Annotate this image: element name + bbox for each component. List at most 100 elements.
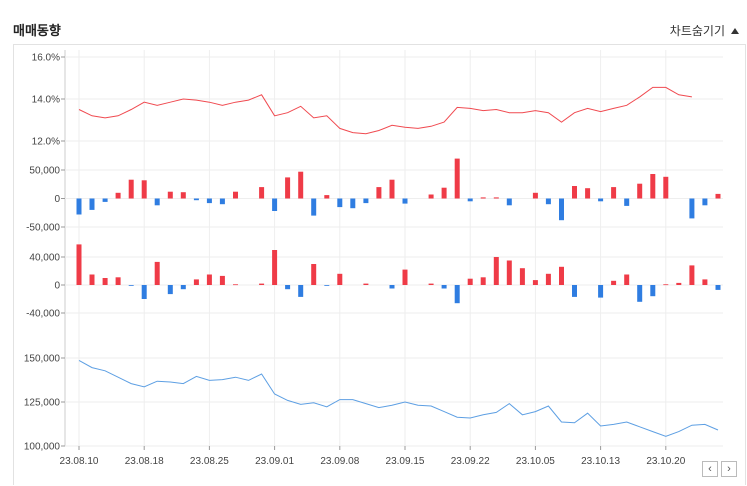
bar [180,192,186,199]
bar [219,198,225,205]
bar [389,179,395,199]
bar [428,283,434,285]
bar [193,279,199,285]
bar [206,274,212,285]
bar [128,285,134,286]
bar [233,284,238,286]
bar [167,285,173,295]
bar [611,187,617,199]
bar [506,198,512,206]
bar [532,192,538,199]
bar [493,257,499,285]
bar [193,198,199,201]
bar [637,285,643,302]
bar [676,282,682,285]
bar [337,273,343,285]
hide-chart-toggle[interactable]: 차트숨기기 [670,22,739,39]
x-tick-label: 23.10.20 [646,456,685,467]
chart-frame [13,44,746,485]
bar [428,194,434,199]
bar [572,285,577,297]
x-tick-label: 23.10.05 [516,456,555,467]
bar [585,188,591,199]
bar [298,171,304,199]
bar [206,198,212,204]
bar [441,285,447,289]
bar [689,198,695,219]
bar [141,180,147,199]
series-line-volume [78,359,719,437]
bar [272,250,278,285]
x-tick-label: 23.09.01 [255,456,294,467]
bar [650,174,656,199]
bar [532,280,538,285]
bar [154,198,160,206]
bar [102,278,108,285]
bar [637,183,643,199]
bar [702,279,708,285]
y-tick-label: 16.0% [32,53,60,64]
bar [285,177,291,199]
bar [167,191,173,199]
bar [363,283,369,285]
bar [389,285,395,289]
bar [154,261,160,285]
bar [506,260,512,285]
bar [663,176,669,199]
x-tick-label: 23.09.22 [451,456,490,467]
bar [467,278,473,285]
bar [311,198,317,216]
bar [689,265,695,285]
bar [337,198,343,208]
bar [76,244,82,285]
bar [180,285,186,290]
bar [115,277,121,285]
y-tick-label: -50,000 [26,223,60,234]
bar [298,285,304,297]
triangle-up-icon [731,27,739,34]
bar [702,198,708,206]
y-tick-label: 50,000 [29,166,60,177]
bar [545,198,551,205]
bar [454,285,460,304]
bar [89,198,95,210]
bar [89,274,95,285]
y-tick-label: 150,000 [24,354,61,365]
bar [559,266,564,285]
bar [650,285,656,297]
bar [480,197,486,199]
y-tick-label: 0 [54,281,60,292]
bar [545,273,551,285]
x-tick-label: 23.09.15 [386,456,425,467]
bar [402,198,408,204]
y-tick-label: 100,000 [24,442,61,453]
bar [624,198,630,206]
x-tick-label: 23.08.18 [125,456,164,467]
bar [272,198,278,211]
bar [598,285,604,298]
prev-button[interactable]: ‹ [702,461,718,477]
bar [115,192,121,199]
bar [454,158,460,199]
bar [76,198,82,215]
bar [233,191,238,199]
bar [363,198,369,204]
bar [350,198,356,209]
bar [493,197,499,199]
bar [259,283,265,285]
y-tick-label: 40,000 [29,253,60,264]
bar [624,274,630,285]
bar [572,186,577,199]
bar [467,198,473,202]
bar [480,277,486,285]
bar [376,187,382,199]
next-button[interactable]: › [721,461,737,477]
y-tick-label: 12.0% [32,137,60,148]
x-tick-label: 23.08.25 [190,456,229,467]
y-tick-label: 125,000 [24,398,61,409]
bar [259,187,265,199]
bar [324,285,330,286]
bar [128,179,134,199]
bar [663,284,669,286]
